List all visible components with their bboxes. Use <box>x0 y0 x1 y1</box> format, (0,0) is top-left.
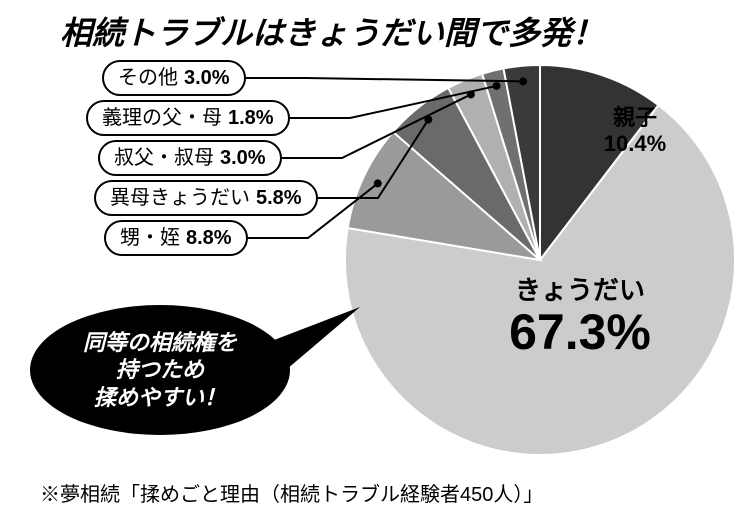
slice-value-text: 1.8% <box>228 107 274 129</box>
slice-label-text: 叔父・叔母 <box>114 147 214 169</box>
slice-value-text: 3.0% <box>184 67 230 89</box>
slice-label-text: その他 <box>118 67 178 89</box>
slice-value-text: 3.0% <box>220 147 266 169</box>
slice-label-text: 異母きょうだい <box>110 187 250 209</box>
slice-value-text: 5.8% <box>256 187 302 209</box>
slice-label-nephewniece: 甥・姪 8.8% <box>104 220 248 256</box>
slice-label-text: 親子 <box>575 100 695 132</box>
slice-label-text: 甥・姪 <box>120 227 180 249</box>
bubble-line: 同等の相続権を <box>83 329 237 357</box>
slice-label-other: その他 3.0% <box>102 60 246 96</box>
slice-label-uncleaunt: 叔父・叔母 3.0% <box>98 140 282 176</box>
bubble-line: 持つため <box>116 356 204 384</box>
footnote-source: ※夢相続「揉めごと理由（相続トラブル経験者450人）」 <box>40 478 543 507</box>
bubble-body: 同等の相続権を 持つため 揉めやすい！ <box>30 305 290 435</box>
slice-label-siblings: きょうだい 67.3% <box>470 270 690 357</box>
slice-label-parentchild: 親子 10.4% <box>575 100 695 156</box>
slice-label-inlaws: 義理の父・母 1.8% <box>86 100 290 136</box>
slice-value-text: 8.8% <box>186 227 232 249</box>
slice-value-text: 67.3% <box>470 307 690 357</box>
bubble-line: 揉めやすい！ <box>94 384 226 412</box>
slice-label-halfsibling: 異母きょうだい 5.8% <box>94 180 318 216</box>
slice-label-text: きょうだい <box>470 270 690 307</box>
slice-value-text: 10.4% <box>575 132 695 156</box>
callout-bubble: 同等の相続権を 持つため 揉めやすい！ <box>30 305 310 445</box>
slice-label-text: 義理の父・母 <box>102 107 222 129</box>
